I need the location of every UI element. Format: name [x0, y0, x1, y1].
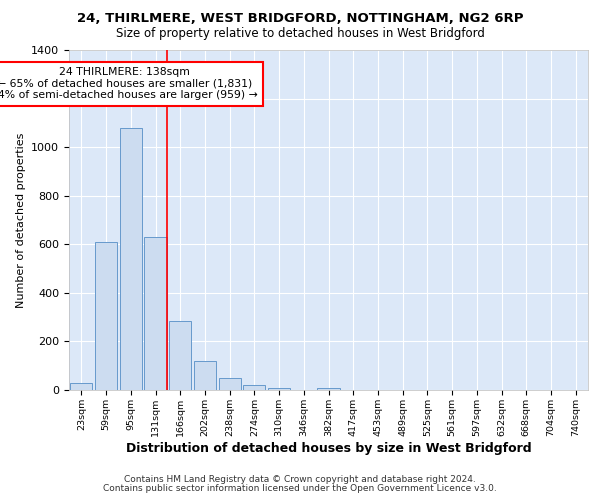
Text: Size of property relative to detached houses in West Bridgford: Size of property relative to detached ho… — [116, 28, 484, 40]
Bar — [95, 242, 117, 390]
Bar — [119, 128, 142, 390]
Text: Contains HM Land Registry data © Crown copyright and database right 2024.: Contains HM Land Registry data © Crown c… — [124, 475, 476, 484]
Bar — [70, 382, 92, 390]
Bar — [194, 361, 216, 390]
Bar — [317, 388, 340, 390]
Bar — [218, 378, 241, 390]
Y-axis label: Number of detached properties: Number of detached properties — [16, 132, 26, 308]
Text: Contains public sector information licensed under the Open Government Licence v3: Contains public sector information licen… — [103, 484, 497, 493]
Text: 24, THIRLMERE, WEST BRIDGFORD, NOTTINGHAM, NG2 6RP: 24, THIRLMERE, WEST BRIDGFORD, NOTTINGHA… — [77, 12, 523, 26]
Bar — [145, 237, 167, 390]
Bar — [243, 384, 265, 390]
Bar — [268, 388, 290, 390]
X-axis label: Distribution of detached houses by size in West Bridgford: Distribution of detached houses by size … — [125, 442, 532, 454]
Bar — [169, 321, 191, 390]
Text: 24 THIRLMERE: 138sqm
← 65% of detached houses are smaller (1,831)
34% of semi-de: 24 THIRLMERE: 138sqm ← 65% of detached h… — [0, 67, 258, 100]
